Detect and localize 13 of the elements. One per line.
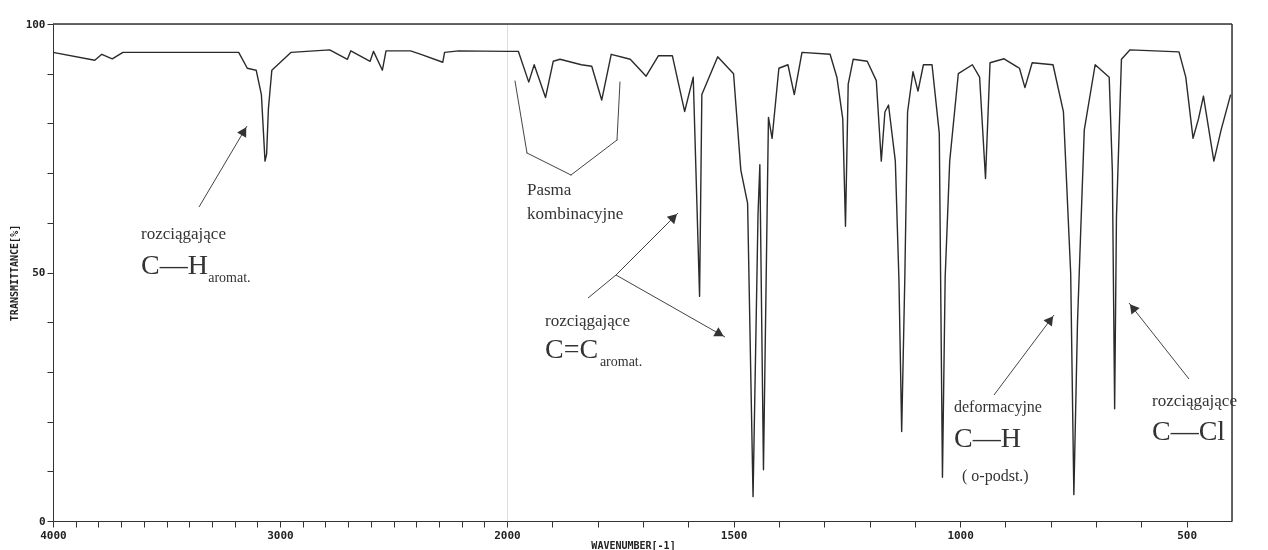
x-tick-label: 500 xyxy=(1177,528,1198,542)
y-tick-label: 50 xyxy=(32,266,46,279)
x-tick-label: 3000 xyxy=(267,528,294,542)
x-tick-label: 1500 xyxy=(720,528,748,542)
y-axis-title: TRANSMITTANCE[%] xyxy=(8,224,20,322)
annotation: Pasma kombinacyjne xyxy=(527,180,624,223)
x-tick-label: 4000 xyxy=(40,528,67,542)
y-tick-label: 0 xyxy=(38,514,46,528)
x-tick-label: 1000 xyxy=(947,528,974,542)
x-axis-title: WAVENUMBER[-1] xyxy=(591,539,676,550)
annotation: deformacyjne C—H ( o-podst.) xyxy=(954,398,1042,485)
y-tick-label: 100 xyxy=(25,17,46,31)
x-tick-label: 2000 xyxy=(494,528,521,542)
